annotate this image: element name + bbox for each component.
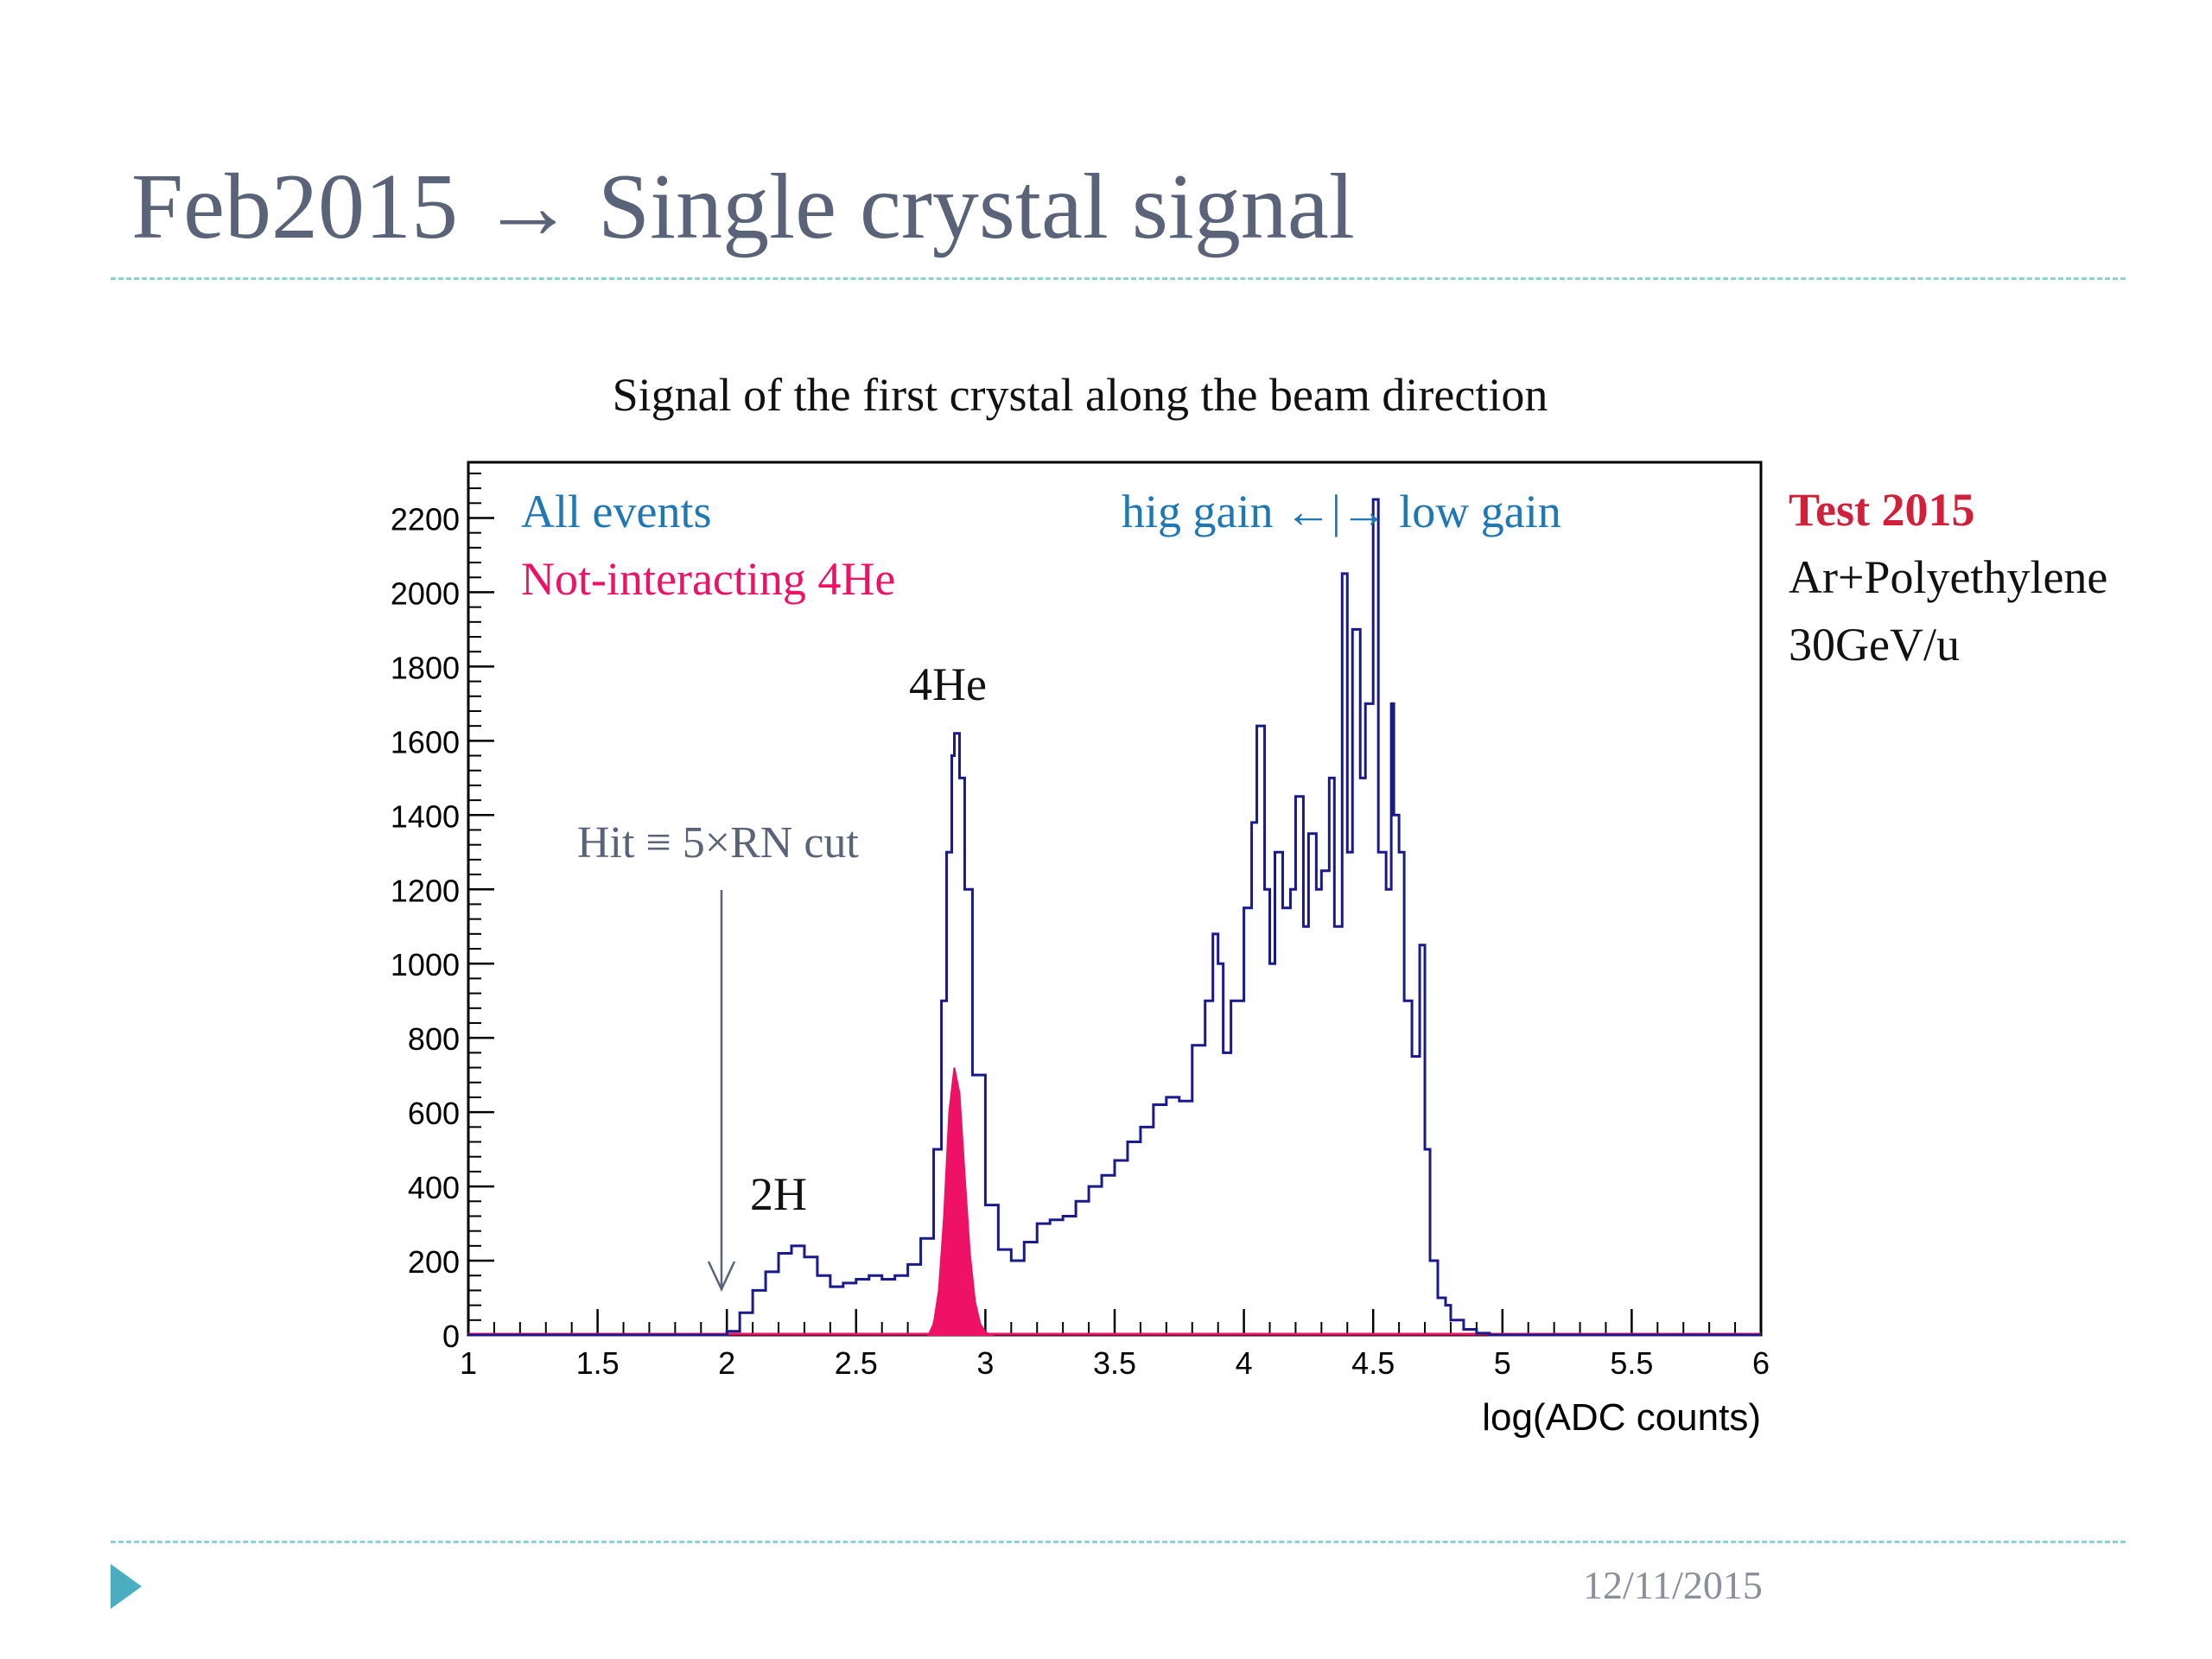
y-tick-label: 0 (442, 1319, 460, 1354)
y-tick-label: 200 (408, 1244, 460, 1280)
y-tick-label: 1800 (391, 650, 460, 685)
next-slide-icon[interactable] (111, 1564, 142, 1609)
y-tick-label: 2000 (391, 575, 460, 611)
series-not-interacting-4he (927, 1067, 995, 1336)
x-tick-label: 5.5 (1610, 1345, 1653, 1381)
x-axis-label: log(ADC counts) (1482, 1396, 1761, 1439)
x-tick-label: 2.5 (835, 1345, 878, 1381)
y-tick-label: 1200 (391, 873, 460, 908)
peak-label-2h: 2H (750, 1168, 807, 1220)
footer-date: 12/11/2015 (1583, 1563, 1763, 1607)
y-tick-label: 400 (408, 1170, 460, 1205)
series-all-events (468, 498, 1761, 1337)
x-tick-label: 3.5 (1093, 1345, 1136, 1381)
x-tick-label: 4.5 (1351, 1345, 1395, 1381)
legend-not-interacting-4he: Not-interacting 4He (521, 553, 895, 605)
slide-title: Feb2015 → Single crystal signal (131, 156, 1355, 258)
y-axis: 0 200 400 600 800 1000 1200 1400 1600 1800 2000 220… (391, 472, 494, 1354)
x-tick-label: 3 (976, 1345, 994, 1381)
series-layer (468, 498, 1761, 1337)
cut-arrow-head (707, 1261, 736, 1292)
cut-annotation: Hit ≡ 5×RN cut (577, 818, 859, 868)
gain-annotation: hig gain ←|→ low gain (1122, 486, 1561, 537)
x-tick-label: 2 (718, 1345, 735, 1381)
x-tick-label: 5 (1494, 1345, 1511, 1381)
y-tick-label: 1400 (391, 798, 460, 834)
y-tick-label: 2200 (391, 501, 460, 537)
y-tick-label: 800 (408, 1021, 460, 1057)
footer-divider (111, 1541, 2126, 1543)
peak-label-4he: 4He (909, 658, 987, 710)
test-label: Test 2015 (1789, 484, 1975, 536)
chart-title: Signal of the first crystal along the be… (613, 369, 1548, 421)
legend-all-events: All events (521, 486, 711, 537)
y-tick-label: 1000 (391, 947, 460, 982)
x-axis: 1 1.5 2 2.5 3 3.5 4 4.5 5 5.5 6 (460, 1309, 1770, 1381)
setup-line-2: 30GeV/u (1789, 619, 1960, 671)
x-tick-label: 6 (1752, 1345, 1770, 1381)
title-divider (111, 277, 2126, 280)
x-tick-label: 4 (1236, 1345, 1253, 1381)
x-tick-label: 1 (460, 1345, 477, 1381)
y-tick-label: 600 (408, 1096, 460, 1131)
y-tick-label: 1600 (391, 724, 460, 760)
x-tick-label: 1.5 (576, 1345, 620, 1381)
setup-line-1: Ar+Polyethylene (1789, 551, 2107, 603)
